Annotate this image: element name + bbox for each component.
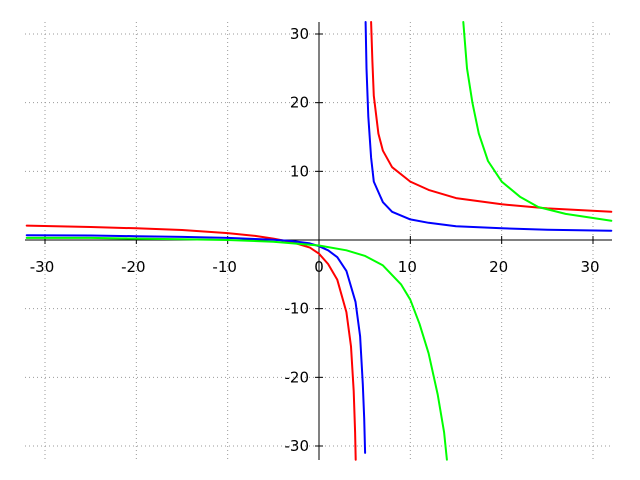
series-line-3 (25, 21, 613, 461)
x-tick-label: -20 (121, 258, 146, 276)
y-tick-label: -30 (285, 437, 310, 455)
axes (25, 22, 612, 460)
x-tick-label: -10 (212, 258, 237, 276)
tick-labels: -30 -20 -10 0 10 20 30 -30 -20 -10 10 20 30 (30, 25, 600, 455)
x-tick-label: -30 (30, 258, 55, 276)
x-tick-label: 20 (489, 258, 508, 276)
y-tick-label: -10 (285, 300, 310, 318)
series-line-1 (25, 21, 613, 461)
plot-curves (25, 21, 613, 461)
y-tick-label: -20 (285, 368, 310, 386)
x-tick-label: 10 (398, 258, 417, 276)
y-tick-label: 10 (290, 162, 309, 180)
y-tick-label: 20 (290, 94, 309, 112)
x-tick-label: 0 (314, 258, 324, 276)
x-tick-label: 30 (580, 258, 599, 276)
y-tick-label: 30 (290, 25, 309, 43)
